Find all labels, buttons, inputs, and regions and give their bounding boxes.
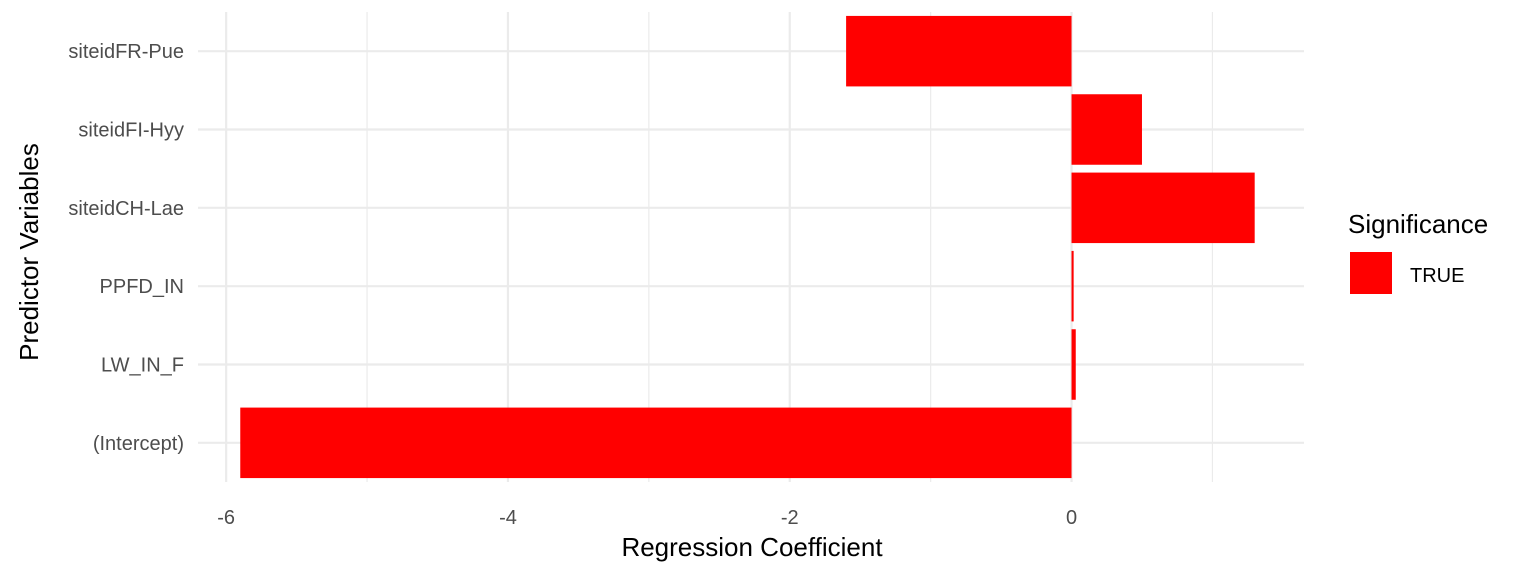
y-tick-label: PPFD_IN bbox=[100, 276, 184, 298]
y-tick-label: siteidFI-Hyy bbox=[78, 120, 184, 142]
y-tick-label: LW_IN_F bbox=[101, 355, 184, 377]
y-axis-title: Predictor Variables bbox=[14, 143, 44, 361]
y-tick-label: (Intercept) bbox=[93, 433, 184, 455]
bar-ppfd-in bbox=[1071, 250, 1074, 322]
legend-title: Significance bbox=[1348, 209, 1488, 239]
bar-siteidch-lae bbox=[1071, 172, 1255, 244]
bar-siteidfi-hyy bbox=[1071, 94, 1142, 165]
bars bbox=[240, 15, 1255, 479]
x-tick-labels: -6 -4 -2 0 bbox=[217, 507, 1077, 529]
y-tick-label: siteidFR-Pue bbox=[68, 41, 184, 63]
x-axis-title: Regression Coefficient bbox=[621, 532, 883, 562]
bar-lw-in-f bbox=[1071, 329, 1076, 400]
bar-siteidfr-pue bbox=[846, 15, 1072, 87]
legend: Significance TRUE bbox=[1348, 209, 1488, 294]
y-tick-label: siteidCH-Lae bbox=[68, 198, 184, 220]
x-tick-label: -6 bbox=[217, 507, 235, 529]
y-tick-labels: (Intercept) LW_IN_F PPFD_IN siteidCH-Lae sit… bbox=[68, 41, 184, 455]
x-tick-label: -2 bbox=[781, 507, 799, 529]
x-tick-label: 0 bbox=[1066, 507, 1077, 529]
x-tick-label: -4 bbox=[499, 507, 517, 529]
legend-label-true: TRUE bbox=[1410, 265, 1464, 287]
bar-intercept bbox=[240, 407, 1072, 479]
legend-swatch-true bbox=[1350, 252, 1392, 294]
